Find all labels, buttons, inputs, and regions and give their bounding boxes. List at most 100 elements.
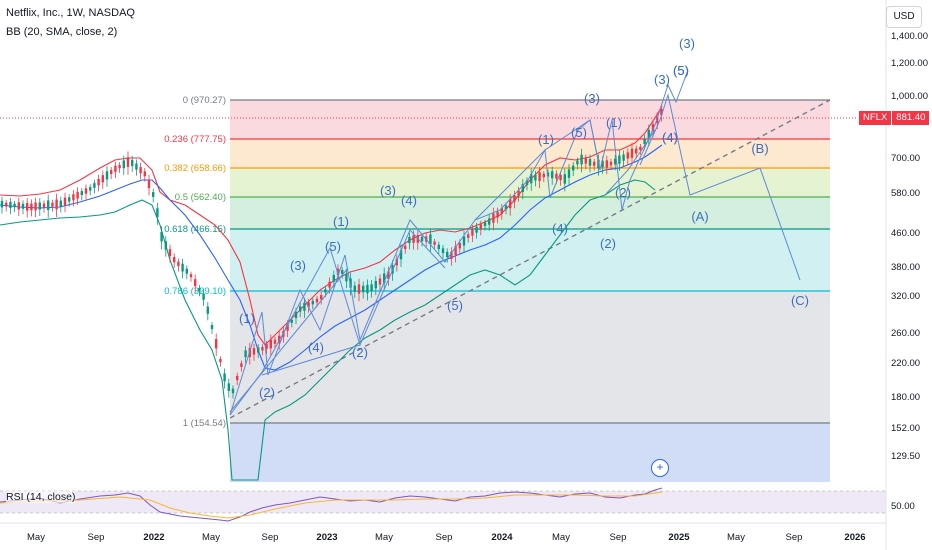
candle-body: [601, 160, 604, 168]
candle-body: [147, 179, 151, 189]
time-axis-label: 2023: [316, 532, 337, 543]
wave-label: (4): [308, 340, 324, 355]
candle-body: [42, 203, 46, 208]
candle-body: [311, 300, 314, 305]
candle-body: [454, 246, 457, 255]
candle-body: [509, 199, 512, 209]
wave-label: (1): [606, 115, 622, 130]
wave-label: (2): [259, 385, 275, 400]
candle-body: [576, 160, 579, 165]
price-axis-tick: 152.00: [891, 423, 920, 434]
indicator-legend[interactable]: BB (20, SMA, close, 2): [6, 26, 118, 38]
time-axis-label: Sep: [262, 532, 279, 543]
add-alert-button[interactable]: +: [651, 459, 669, 477]
candle-body: [630, 148, 634, 158]
candle-body: [542, 173, 545, 178]
wave-label: (3): [380, 183, 396, 198]
candle-body: [504, 205, 508, 210]
candle-body: [236, 375, 239, 381]
time-axis-label: May: [375, 532, 393, 543]
elliott-wave-drawings[interactable]: [229, 69, 801, 416]
candle-body: [420, 236, 424, 242]
candle-body: [307, 302, 310, 308]
currency-button[interactable]: USD: [886, 6, 922, 28]
candle-body: [593, 161, 596, 166]
bb-upper-band: [0, 105, 663, 346]
candle-body: [614, 158, 617, 165]
fib-level-label: 0.5 (562.40): [175, 192, 226, 203]
fib-level-label: 0 (970.27): [183, 95, 226, 106]
time-axis[interactable]: May Sep 2022 May Sep 2023 May Sep 2024 May Sep 2025…: [27, 532, 866, 543]
candle-body: [257, 347, 260, 353]
fib-level-label: 1 (154.54): [183, 418, 226, 429]
price-axis-tick: 700.00: [891, 153, 920, 164]
candle-body: [567, 169, 571, 178]
candle-body: [660, 108, 663, 116]
candle-body: [374, 280, 377, 289]
candle-body: [353, 285, 356, 292]
candle-body: [206, 306, 209, 314]
candle-body: [265, 344, 268, 349]
candle-body: [551, 171, 554, 179]
fib-level-label: 0.618 (466.15): [164, 224, 226, 235]
time-axis-label: May: [202, 532, 220, 543]
candle-body: [152, 192, 155, 197]
candle-body: [315, 298, 319, 303]
candle-body: [198, 287, 201, 292]
candle-body: [89, 187, 92, 191]
time-axis-label: May: [27, 532, 45, 543]
candle-body: [328, 281, 331, 288]
candle-body: [34, 202, 37, 211]
candle-body: [513, 195, 516, 202]
candle-body: [143, 171, 146, 177]
candle-body: [118, 164, 121, 169]
price-axis[interactable]: 1,400.00 1,200.00 1,000.00 700.00 580.00 460.…: [891, 31, 928, 462]
candle-body: [240, 363, 243, 367]
candle-body: [164, 241, 167, 250]
symbol-title[interactable]: Netflix, Inc., 1W, NASDAQ: [6, 7, 135, 19]
candle-body: [467, 234, 470, 238]
candle-body: [492, 213, 495, 223]
wave-label: (2): [600, 236, 616, 251]
price-axis-tick: 220.00: [891, 358, 920, 369]
candle-body: [72, 194, 75, 201]
candle-body: [320, 295, 323, 300]
candle-body: [286, 324, 289, 331]
candle-body: [572, 165, 575, 171]
candle-body: [656, 116, 659, 124]
wave-label: (1): [333, 214, 349, 229]
candle-body: [202, 293, 205, 300]
candle-body: [458, 243, 461, 249]
candle-body: [370, 284, 373, 292]
time-axis-label: Sep: [88, 532, 105, 543]
wave-label: (5): [673, 63, 689, 78]
candle-body: [618, 155, 621, 164]
wave-label: (5): [571, 125, 587, 140]
price-tag-symbol: NFLX: [859, 111, 892, 125]
candle-body: [475, 226, 478, 233]
candle-body: [219, 359, 222, 363]
wave-label: (B): [751, 141, 768, 156]
wave-label: (1): [538, 132, 554, 147]
rsi-axis-tick: 50.00: [891, 501, 915, 512]
price-tag-value: 881.40: [892, 111, 930, 125]
candle-body: [278, 335, 281, 344]
candle-body: [479, 224, 482, 230]
candle-body: [21, 203, 25, 209]
candle-body: [160, 231, 163, 242]
candle-body: [588, 158, 592, 166]
price-axis-tick: 320.00: [891, 291, 920, 302]
last-price-tag: NFLX 881.40: [859, 111, 930, 125]
wave-label: (4): [552, 221, 568, 236]
candle-body: [194, 279, 197, 287]
candle-body: [47, 200, 50, 210]
candle-body: [63, 197, 67, 206]
candle-body: [399, 250, 403, 260]
candle-body: [93, 183, 96, 188]
candle-body: [404, 245, 407, 250]
rsi-legend[interactable]: RSI (14, close): [6, 491, 76, 503]
price-axis-tick: 129.50: [891, 451, 920, 462]
candle-body: [185, 268, 188, 274]
candle-body: [181, 263, 184, 272]
